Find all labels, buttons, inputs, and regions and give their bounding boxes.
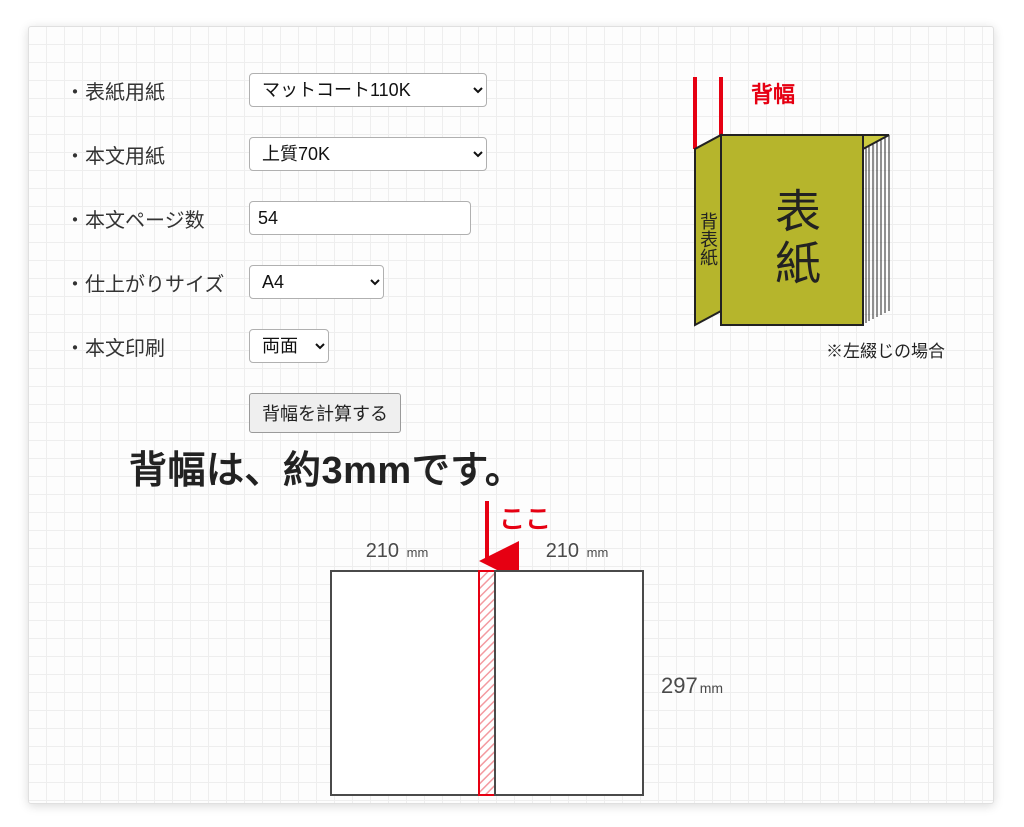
label-finish-size: ・仕上がりサイズ: [65, 268, 249, 297]
input-page-count[interactable]: [249, 201, 471, 235]
calculate-spine-button[interactable]: 背幅を計算する: [249, 393, 401, 433]
select-body-paper[interactable]: 上質70K: [249, 137, 487, 171]
row-finish-size: ・仕上がりサイズ A4: [65, 265, 625, 299]
row-calc: 背幅を計算する: [65, 393, 625, 433]
select-cover-paper[interactable]: マットコート110K: [249, 73, 487, 107]
label-page-count: ・本文ページ数: [65, 204, 249, 233]
left-width-label: 210 mm: [366, 540, 429, 562]
book-3d-diagram: 背表紙 表紙: [655, 77, 955, 377]
row-page-count: ・本文ページ数: [65, 201, 625, 235]
spread-svg: 210 mm 210 mm 297mm: [301, 503, 741, 804]
card-panel: ・表紙用紙 マットコート110K ・本文用紙 上質70K ・本文ページ数: [28, 26, 994, 804]
spine-text: 背表紙: [698, 212, 718, 266]
label-print-sides: ・本文印刷: [65, 332, 249, 361]
height-label: 297mm: [661, 673, 723, 698]
book-binding-note: ※左綴じの場合: [826, 337, 945, 362]
spread-diagram: 210 mm 210 mm 297mm: [301, 503, 741, 804]
row-cover-paper: ・表紙用紙 マットコート110K: [65, 73, 625, 107]
select-finish-size[interactable]: A4: [249, 265, 384, 299]
right-width-label: 210 mm: [546, 540, 609, 562]
label-cover-paper: ・表紙用紙: [65, 76, 249, 105]
row-print-sides: ・本文印刷 両面: [65, 329, 625, 363]
label-body-paper: ・本文用紙: [65, 140, 249, 169]
row-body-paper: ・本文用紙 上質70K: [65, 137, 625, 171]
select-print-sides[interactable]: 両面: [249, 329, 329, 363]
spine-calc-form: ・表紙用紙 マットコート110K ・本文用紙 上質70K ・本文ページ数: [65, 73, 625, 433]
front-cover-text: 表紙: [769, 187, 821, 291]
result-spine-width: 背幅は、約3mmです。: [129, 439, 523, 494]
book-3d-svg: 背表紙 表紙: [655, 77, 955, 337]
